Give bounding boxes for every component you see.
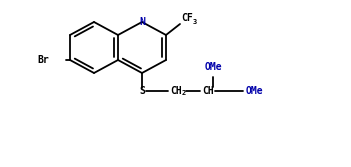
Text: OMe: OMe (204, 62, 222, 72)
Text: CH: CH (170, 86, 182, 96)
Text: N: N (139, 17, 145, 27)
Text: 2: 2 (182, 90, 186, 96)
Text: S: S (139, 86, 145, 96)
Text: Br: Br (37, 55, 49, 65)
Text: CF: CF (181, 13, 193, 23)
Text: CH: CH (202, 86, 214, 96)
Text: 3: 3 (193, 19, 197, 25)
Text: OMe: OMe (246, 86, 264, 96)
